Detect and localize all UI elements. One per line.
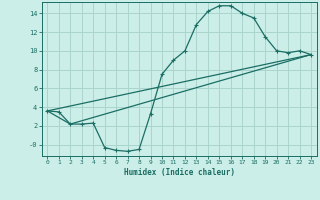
X-axis label: Humidex (Indice chaleur): Humidex (Indice chaleur) bbox=[124, 168, 235, 177]
